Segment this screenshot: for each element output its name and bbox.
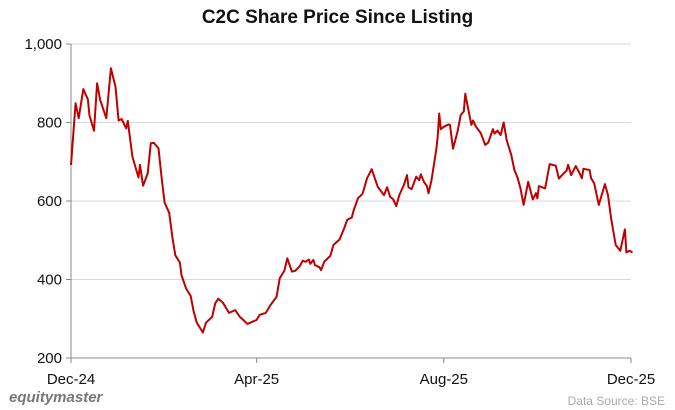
x-tick-label: Aug-25: [420, 371, 468, 388]
y-tick-label: 800: [37, 115, 62, 132]
x-tick-label: Dec-24: [47, 371, 95, 388]
x-tick-label: Apr-25: [234, 371, 279, 388]
gridlines: [71, 43, 631, 280]
y-tick-label: 400: [37, 272, 62, 289]
y-tick-label: 200: [37, 350, 62, 367]
data-source-note: Data Source: BSE: [567, 394, 665, 408]
y-tick-label: 600: [37, 193, 62, 210]
chart-title: C2C Share Price Since Listing: [201, 7, 474, 28]
x-tick-label: Dec-25: [607, 371, 655, 388]
y-tick-labels: 200 400 600 800 1,000: [24, 36, 62, 367]
x-tick-labels: Dec-24 Apr-25 Aug-25 Dec-25: [47, 371, 655, 388]
axes: [66, 43, 632, 363]
y-tick-label: 1,000: [24, 36, 62, 53]
price-series-line: [70, 67, 633, 334]
equitymaster-logo: equitymaster: [9, 389, 103, 406]
